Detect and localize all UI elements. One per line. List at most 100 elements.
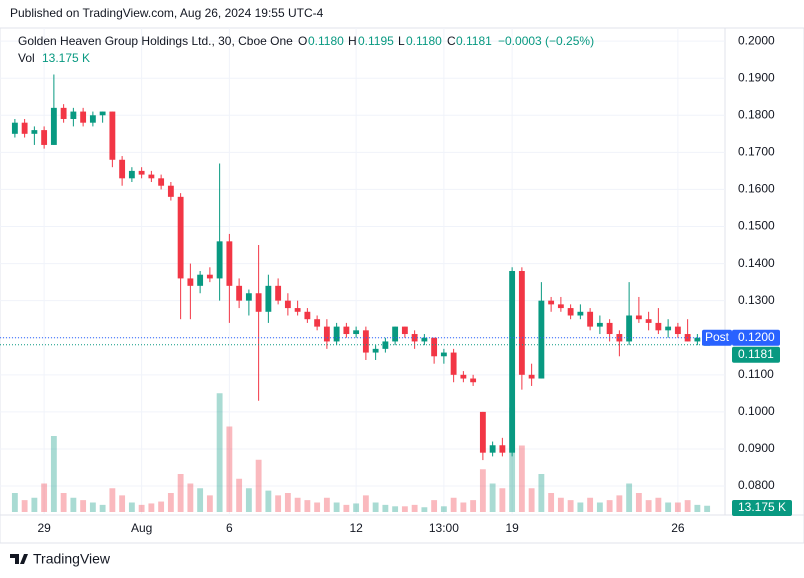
- candle-body: [70, 111, 77, 119]
- volume-bar: [509, 407, 516, 512]
- volume-bar: [31, 497, 38, 512]
- published: Published on TradingView.com, Aug 26, 20…: [10, 6, 324, 20]
- volume-bar: [119, 495, 126, 512]
- footer-logo: TradingView: [10, 551, 111, 567]
- volume-bar: [440, 506, 447, 512]
- candle-body: [50, 107, 57, 145]
- volume-bar: [11, 493, 18, 512]
- volume-bar: [284, 493, 291, 512]
- candle-body: [109, 111, 116, 160]
- candle-body: [596, 322, 603, 327]
- candle-body: [489, 445, 496, 453]
- volume-bar: [674, 502, 681, 512]
- volume-bar: [655, 497, 662, 512]
- candle-body: [333, 326, 340, 342]
- volume-bar: [294, 497, 301, 512]
- candle-body: [431, 337, 438, 357]
- vol-value: 13.175 K: [42, 51, 90, 65]
- volume-bar: [411, 504, 418, 512]
- volume-bar: [538, 474, 545, 512]
- candle-body: [60, 107, 67, 119]
- volume-bar: [138, 504, 145, 512]
- candle-body: [21, 122, 28, 134]
- candle-body: [284, 300, 291, 309]
- logo-mark: [10, 554, 28, 564]
- candle-body: [440, 352, 447, 357]
- volume-bar: [158, 501, 165, 512]
- volume-bar: [314, 502, 321, 512]
- change: −0.0003 (−0.25%): [498, 34, 594, 48]
- volume-bar: [372, 502, 379, 512]
- brand: TradingView: [33, 551, 111, 567]
- volume-tag-bg: [732, 500, 792, 516]
- volume-bar: [635, 493, 642, 512]
- y-tick-label: 0.2000: [738, 33, 775, 47]
- y-tick-label: 0.1400: [738, 256, 775, 270]
- candle-body: [479, 411, 486, 453]
- candle-body: [41, 130, 48, 145]
- volume-bar: [431, 500, 438, 512]
- candle-body: [694, 337, 701, 342]
- candle-body: [401, 326, 408, 335]
- candle-body: [304, 311, 311, 320]
- candle-body: [635, 315, 642, 320]
- candle-body: [167, 185, 174, 197]
- volume-bar: [275, 495, 282, 512]
- volume-bar: [401, 506, 408, 512]
- y-tick-label: 0.1300: [738, 293, 775, 307]
- candle-body: [128, 170, 135, 179]
- volume-bar: [60, 493, 67, 512]
- post-price-label: 0.1200: [738, 330, 775, 344]
- candle-body: [665, 326, 672, 331]
- candle-body: [674, 326, 681, 335]
- volume-bar: [343, 504, 350, 512]
- y-tick-label: 0.0800: [738, 478, 775, 492]
- vol-label: Vol: [18, 51, 35, 65]
- x-tick-label: 26: [671, 521, 685, 535]
- h-value: 0.1195: [358, 34, 394, 48]
- volume-bar: [148, 503, 155, 512]
- candle-body: [567, 308, 574, 316]
- candle-body: [499, 445, 506, 453]
- x-tick-label: 29: [37, 521, 51, 535]
- x-tick-label: 13:00: [429, 521, 459, 535]
- volume-bar: [353, 503, 360, 512]
- c-label: C: [447, 34, 456, 48]
- volume-bar: [226, 426, 233, 512]
- volume-bar: [216, 393, 223, 512]
- candle-body: [626, 315, 633, 342]
- candle-body: [362, 330, 369, 353]
- candle-body: [216, 241, 223, 279]
- candle-body: [343, 326, 350, 335]
- candle-body: [587, 311, 594, 327]
- y-tick-label: 0.1900: [738, 70, 775, 84]
- volume-bar: [587, 497, 594, 512]
- o-value: 0.1180: [308, 34, 344, 48]
- candle-body: [255, 293, 262, 312]
- candle-body: [655, 322, 662, 331]
- candle-body: [89, 115, 96, 123]
- volume-bar: [197, 488, 204, 512]
- candle-body: [11, 122, 18, 134]
- volume-bar: [499, 488, 506, 512]
- candles: [11, 74, 711, 512]
- candle-body: [460, 374, 467, 379]
- volume-bar: [470, 500, 477, 512]
- volume-tag: 13.175 K: [738, 500, 786, 514]
- volume-bar: [645, 500, 652, 512]
- chart-frame: [0, 27, 804, 544]
- volume-bar: [596, 502, 603, 512]
- y-tick-label: 0.0900: [738, 441, 775, 455]
- candle-body: [99, 111, 106, 116]
- symbol-name: Golden Heaven Group Holdings Ltd., 30, C…: [18, 34, 293, 48]
- volume-bar: [704, 505, 711, 512]
- volume-bar: [80, 500, 87, 512]
- volume-bar: [479, 469, 486, 512]
- y-tick-label: 0.1700: [738, 145, 775, 159]
- candle-body: [528, 374, 535, 379]
- candle-body: [138, 170, 145, 175]
- x-tick-label: 12: [349, 521, 363, 535]
- candle-body: [353, 330, 360, 335]
- l-value: 0.1180: [406, 34, 442, 48]
- candle-body: [382, 341, 389, 349]
